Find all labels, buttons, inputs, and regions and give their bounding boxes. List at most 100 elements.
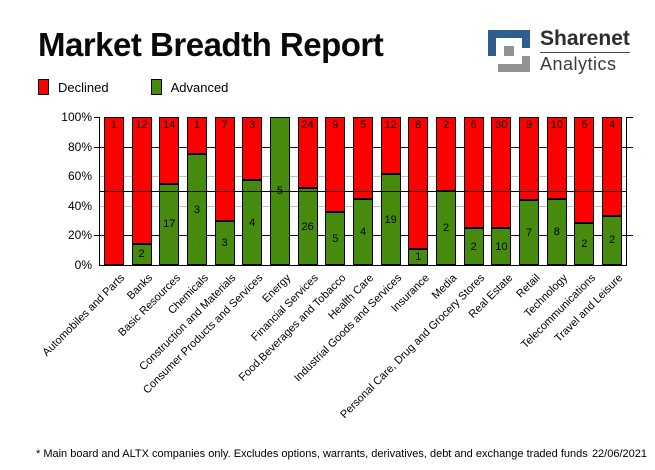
advanced-value-label: 4 (249, 216, 256, 229)
declined-value-label: 6 (470, 119, 477, 131)
bar-segment-advanced (186, 154, 207, 265)
declined-value-label: 8 (415, 119, 422, 131)
advanced-legend-label: Advanced (170, 79, 229, 95)
sharenet-logo-icon (488, 30, 530, 72)
bar-segment-declined (574, 117, 595, 223)
declined-value-label: 24 (301, 119, 314, 131)
declined-value-label: 3 (249, 119, 256, 131)
advanced-value-label: 26 (301, 220, 314, 233)
declined-value-label: 1 (193, 119, 200, 131)
bar-segment-declined (602, 117, 623, 216)
bar-segment-declined (353, 117, 373, 200)
bar-segment-declined (297, 117, 318, 189)
bar-segment-advanced (574, 222, 595, 265)
y-axis-label: 100% (61, 110, 92, 124)
bar-segment-advanced (519, 200, 540, 265)
bar-segment-advanced (353, 199, 373, 265)
y-axis-label: 60% (67, 169, 92, 184)
advanced-value-label: 1 (415, 250, 422, 263)
y-axis-label: 40% (67, 198, 92, 213)
logo-sub-text: Analytics (540, 54, 617, 75)
bar-segment-advanced (297, 188, 318, 265)
advanced-value-label: 2 (442, 222, 450, 234)
bar-segment-advanced (159, 183, 180, 265)
declined-value-label: 12 (135, 119, 148, 131)
page-title: Market Breadth Report (38, 26, 384, 63)
declined-value-label: 5 (581, 119, 588, 131)
advanced-value-label: 3 (193, 203, 200, 216)
advanced-value-label: 3 (221, 236, 228, 249)
logo-text: Sharenet Analytics (540, 27, 630, 75)
declined-value-label: 30 (495, 119, 508, 131)
y-axis-tick (627, 235, 633, 237)
bar-segment-advanced (602, 215, 623, 265)
declined-value-label: 12 (384, 119, 397, 131)
y-axis-tick (94, 146, 100, 148)
top-tick (626, 117, 633, 118)
y-axis-label: 80% (67, 139, 92, 154)
advanced-value-label: 5 (276, 185, 283, 197)
advanced-value-label: 7 (526, 226, 533, 239)
sharenet-logo: Sharenet Analytics (486, 27, 630, 75)
advanced-value-label: 2 (138, 248, 145, 261)
bar-segment-declined (131, 117, 152, 244)
declined-legend-label: Declined (58, 79, 109, 95)
advanced-value-label: 19 (384, 213, 397, 226)
y-axis-label: 20% (67, 228, 92, 243)
advanced-value-label: 10 (495, 240, 508, 253)
x-axis-label: Automobiles and Parts (40, 272, 128, 359)
bar-segment-declined (325, 117, 346, 213)
y-axis-label: 0% (74, 258, 92, 272)
y-axis-tick (94, 235, 100, 237)
bar-segment-advanced (491, 228, 512, 265)
bar-segment-declined (214, 117, 235, 221)
advanced-value-label: 2 (470, 240, 477, 253)
logo-brand-text: Sharenet (540, 27, 630, 51)
declined-swatch (38, 79, 49, 95)
fifty-percent-line (99, 191, 627, 192)
bar-segment-declined (408, 117, 429, 249)
declined-value-label: 9 (526, 119, 533, 131)
advanced-value-label: 5 (332, 232, 339, 245)
footnote-bar: * Main board and ALTX companies only. Ex… (36, 448, 647, 460)
chart-legend: Declined Advanced (38, 79, 228, 95)
logo-divider (540, 52, 630, 54)
footnote-text: * Main board and ALTX companies only. Ex… (36, 448, 588, 460)
bar-segment-declined (159, 117, 180, 184)
top-tick (94, 117, 100, 118)
bar-segment-declined (491, 117, 512, 228)
declined-value-label: 7 (221, 119, 228, 131)
bar-segment-advanced (131, 243, 152, 265)
declined-value-label: 5 (359, 119, 367, 131)
bar-segment-advanced (546, 199, 567, 265)
bar-segment-declined (546, 117, 567, 200)
bar-segment-declined (463, 117, 484, 228)
bar-segment-declined (242, 117, 263, 181)
declined-value-label: 9 (332, 119, 339, 131)
declined-value-label: 10 (550, 119, 563, 131)
advanced-value-label: 4 (359, 226, 367, 239)
bar-segment-advanced (325, 212, 346, 265)
advanced-value-label: 2 (609, 234, 616, 247)
declined-value-label: 2 (442, 119, 450, 131)
x-axis-line (99, 265, 627, 266)
bar-segment-advanced (242, 180, 263, 265)
bar-segment-declined (519, 117, 540, 201)
advanced-swatch (150, 79, 162, 95)
declined-value-label: 4 (609, 119, 616, 131)
declined-value-label: 14 (163, 119, 176, 131)
bar-segment-declined (186, 117, 207, 154)
declined-value-label: 1 (110, 119, 117, 131)
bar-segment-advanced (380, 174, 401, 265)
report-date: 22/06/2021 (591, 448, 647, 460)
advanced-value-label: 8 (553, 226, 560, 239)
bar-segment-declined (380, 117, 401, 175)
y-axis-tick (627, 146, 633, 148)
advanced-value-label: 17 (163, 218, 176, 231)
bar-segment-advanced (408, 248, 429, 265)
advanced-value-label: 2 (581, 237, 588, 250)
bar-segment-advanced (463, 228, 484, 265)
bar-segment-declined (436, 117, 457, 191)
